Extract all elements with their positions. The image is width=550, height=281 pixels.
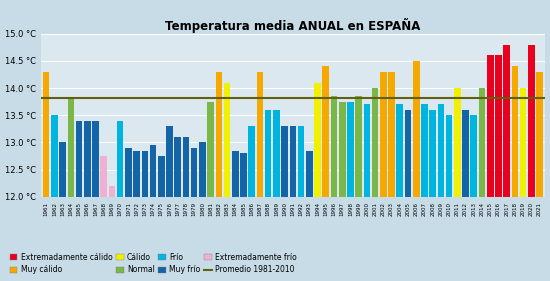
- Bar: [207, 102, 214, 197]
- Bar: [224, 83, 230, 197]
- Bar: [487, 55, 493, 197]
- Bar: [528, 45, 535, 197]
- Bar: [355, 96, 362, 197]
- Bar: [59, 142, 66, 197]
- Bar: [92, 121, 99, 197]
- Bar: [364, 104, 370, 197]
- Bar: [347, 102, 354, 197]
- Bar: [380, 72, 387, 197]
- Bar: [405, 110, 411, 197]
- Bar: [454, 88, 461, 197]
- Bar: [290, 126, 296, 197]
- Bar: [306, 151, 312, 197]
- Bar: [109, 186, 116, 197]
- Bar: [413, 61, 420, 197]
- Bar: [141, 151, 148, 197]
- Bar: [117, 121, 124, 197]
- Bar: [191, 148, 197, 197]
- Bar: [240, 153, 247, 197]
- Bar: [462, 110, 469, 197]
- Bar: [421, 104, 428, 197]
- Bar: [84, 121, 91, 197]
- Bar: [536, 72, 543, 197]
- Bar: [51, 115, 58, 197]
- Bar: [397, 104, 403, 197]
- Bar: [470, 115, 477, 197]
- Bar: [125, 148, 131, 197]
- Bar: [249, 126, 255, 197]
- Bar: [339, 102, 345, 197]
- Bar: [430, 110, 436, 197]
- Bar: [101, 156, 107, 197]
- Bar: [331, 96, 337, 197]
- Bar: [68, 99, 74, 197]
- Bar: [174, 137, 181, 197]
- Bar: [512, 66, 518, 197]
- Bar: [322, 66, 329, 197]
- Bar: [166, 126, 173, 197]
- Bar: [478, 88, 485, 197]
- Bar: [282, 126, 288, 197]
- Bar: [257, 72, 263, 197]
- Bar: [265, 110, 272, 197]
- Legend: Extremadamente cálido, Muy cálido, Cálido, Normal, Frío, Muy frío, Extremadament: Extremadamente cálido, Muy cálido, Cálid…: [10, 253, 296, 275]
- Bar: [43, 72, 50, 197]
- Bar: [314, 83, 321, 197]
- Bar: [372, 88, 378, 197]
- Bar: [438, 104, 444, 197]
- Bar: [199, 142, 206, 197]
- Bar: [183, 137, 189, 197]
- Bar: [495, 55, 502, 197]
- Bar: [388, 72, 395, 197]
- Bar: [150, 145, 156, 197]
- Bar: [76, 121, 82, 197]
- Bar: [232, 151, 239, 197]
- Bar: [298, 126, 304, 197]
- Bar: [273, 110, 280, 197]
- Bar: [158, 156, 164, 197]
- Bar: [520, 88, 526, 197]
- Bar: [503, 45, 510, 197]
- Bar: [133, 151, 140, 197]
- Bar: [216, 72, 222, 197]
- Bar: [446, 115, 453, 197]
- Title: Temperatura media ANUAL en ESPAÑA: Temperatura media ANUAL en ESPAÑA: [165, 17, 421, 33]
